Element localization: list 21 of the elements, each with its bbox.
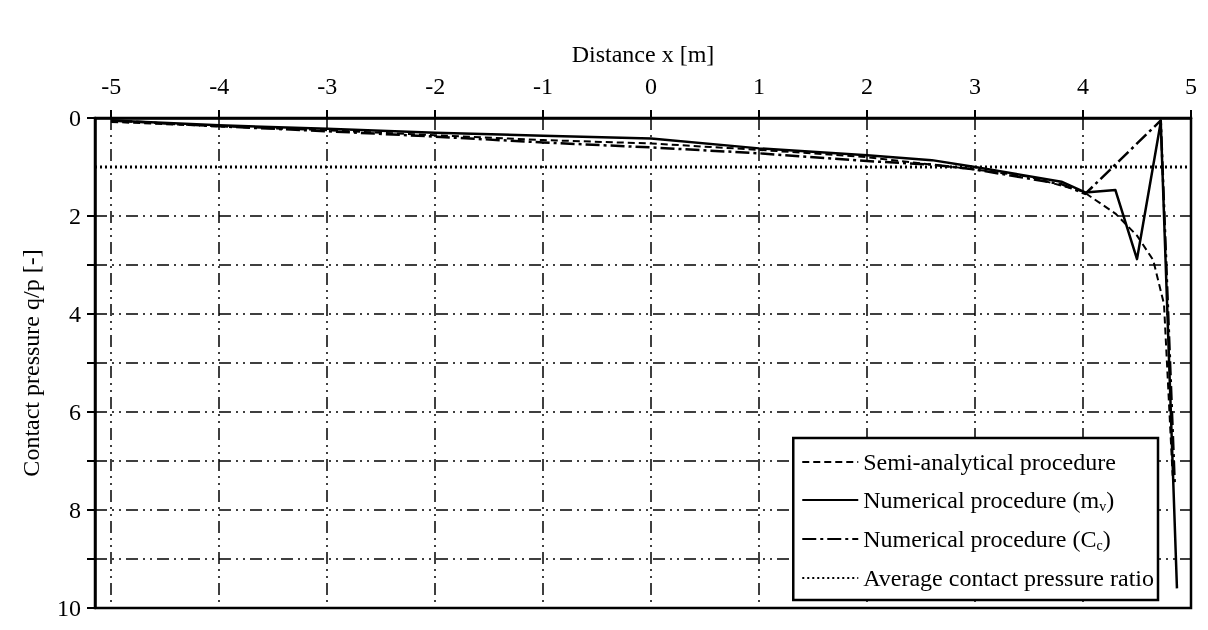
y-tick-label: 6 xyxy=(69,399,81,425)
x-tick-label: 2 xyxy=(861,73,874,99)
x-tick-label: -5 xyxy=(101,73,122,99)
legend-label: Average contact pressure ratio xyxy=(863,565,1155,591)
x-tick-label: 3 xyxy=(969,73,982,99)
x-tick-label: -3 xyxy=(317,73,338,99)
y-tick-label: 8 xyxy=(69,497,81,523)
x-tick-label: 4 xyxy=(1077,73,1090,99)
x-tick-label: 1 xyxy=(753,73,766,99)
y-axis-title: Contact pressure q/p [-] xyxy=(18,249,44,477)
y-tick-label: 0 xyxy=(69,105,81,131)
x-tick-label: 0 xyxy=(645,73,658,99)
y-tick-label: 4 xyxy=(69,301,81,327)
x-axis-title: Distance x [m] xyxy=(571,41,715,67)
x-tick-label: 5 xyxy=(1185,73,1197,99)
x-tick-label: -1 xyxy=(533,73,554,99)
y-tick-label: 2 xyxy=(69,203,81,229)
x-tick-label: -2 xyxy=(425,73,446,99)
x-tick-label: -4 xyxy=(209,73,230,99)
y-tick-label: 10 xyxy=(57,595,81,621)
legend-label: Semi-analytical procedure xyxy=(863,449,1116,475)
